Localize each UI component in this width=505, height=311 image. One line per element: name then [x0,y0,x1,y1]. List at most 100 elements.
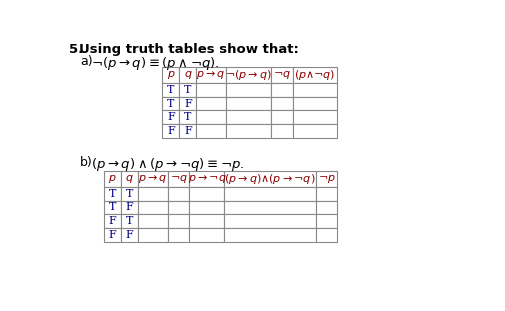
Bar [271,67,292,83]
Text: $p{\rightarrow}q$: $p{\rightarrow}q$ [196,69,226,81]
Text: $q$: $q$ [125,173,134,185]
Bar [179,83,196,97]
Bar [104,171,121,187]
Bar [179,124,196,138]
Bar [316,201,337,214]
Bar [224,171,316,187]
Text: T: T [126,189,133,199]
Bar [121,228,138,242]
Text: T: T [167,85,175,95]
Bar [226,67,271,83]
Text: $p$: $p$ [167,69,175,81]
Bar [226,124,271,138]
Bar [189,201,224,214]
Bar [121,187,138,201]
Bar [196,124,226,138]
Bar [292,110,337,124]
Bar [226,97,271,110]
Bar [162,97,179,110]
Bar [224,228,316,242]
Text: $p{\rightarrow}\neg q$: $p{\rightarrow}\neg q$ [187,173,226,185]
Text: $(p{\wedge}\neg q)$: $(p{\wedge}\neg q)$ [294,68,336,82]
Bar [189,228,224,242]
Bar [104,187,121,201]
Bar [316,187,337,201]
Bar [226,83,271,97]
Bar [138,187,168,201]
Bar [189,214,224,228]
Text: a): a) [80,55,93,68]
Bar [104,214,121,228]
Bar [316,171,337,187]
Bar [168,171,189,187]
Text: F: F [109,216,117,226]
Text: $(p \rightarrow q) \wedge (p \rightarrow \neg q) \equiv \neg p.$: $(p \rightarrow q) \wedge (p \rightarrow… [91,156,244,173]
Bar [226,110,271,124]
Text: T: T [184,85,191,95]
Text: $\neg(p{\rightarrow}q)$: $\neg(p{\rightarrow}q)$ [225,68,272,82]
Bar [138,214,168,228]
Bar [316,228,337,242]
Bar [162,110,179,124]
Text: F: F [184,99,192,109]
Bar [271,83,292,97]
Bar [271,97,292,110]
Bar [316,214,337,228]
Bar [224,214,316,228]
Bar [179,67,196,83]
Text: F: F [109,230,117,240]
Bar [224,187,316,201]
Text: $p{\rightarrow}q$: $p{\rightarrow}q$ [138,173,168,185]
Bar [121,171,138,187]
Bar [292,97,337,110]
Bar [189,187,224,201]
Bar [138,228,168,242]
Text: T: T [126,216,133,226]
Bar [196,97,226,110]
Bar [292,124,337,138]
Text: F: F [126,230,134,240]
Bar [271,124,292,138]
Text: $\neg q$: $\neg q$ [273,69,291,81]
Bar [168,214,189,228]
Bar [121,214,138,228]
Bar [121,201,138,214]
Bar [224,201,316,214]
Text: $q$: $q$ [184,69,192,81]
Bar [104,201,121,214]
Bar [138,171,168,187]
Bar [162,83,179,97]
Bar [179,97,196,110]
Bar [271,110,292,124]
Bar [196,110,226,124]
Text: 5.: 5. [69,44,83,57]
Bar [189,171,224,187]
Text: T: T [184,112,191,123]
Bar [179,110,196,124]
Text: $p$: $p$ [109,173,117,185]
Text: T: T [167,99,175,109]
Bar [168,228,189,242]
Bar [104,228,121,242]
Text: $(p{\rightarrow}q){\wedge}(p{\rightarrow}\neg q)$: $(p{\rightarrow}q){\wedge}(p{\rightarrow… [224,172,316,186]
Bar [168,201,189,214]
Bar [162,67,179,83]
Text: F: F [184,126,192,136]
Text: $\neg p$: $\neg p$ [318,173,335,185]
Text: T: T [109,189,117,199]
Bar [138,201,168,214]
Text: $\neg q$: $\neg q$ [170,173,187,185]
Bar [292,83,337,97]
Text: T: T [109,202,117,212]
Text: $\neg(p \rightarrow q) \equiv (p \wedge \neg q).$: $\neg(p \rightarrow q) \equiv (p \wedge … [91,55,220,72]
Text: F: F [167,112,175,123]
Text: F: F [126,202,134,212]
Bar [292,67,337,83]
Bar [196,83,226,97]
Bar [162,124,179,138]
Text: F: F [167,126,175,136]
Text: b): b) [80,156,93,169]
Text: Using truth tables show that:: Using truth tables show that: [79,44,298,57]
Bar [168,187,189,201]
Bar [196,67,226,83]
